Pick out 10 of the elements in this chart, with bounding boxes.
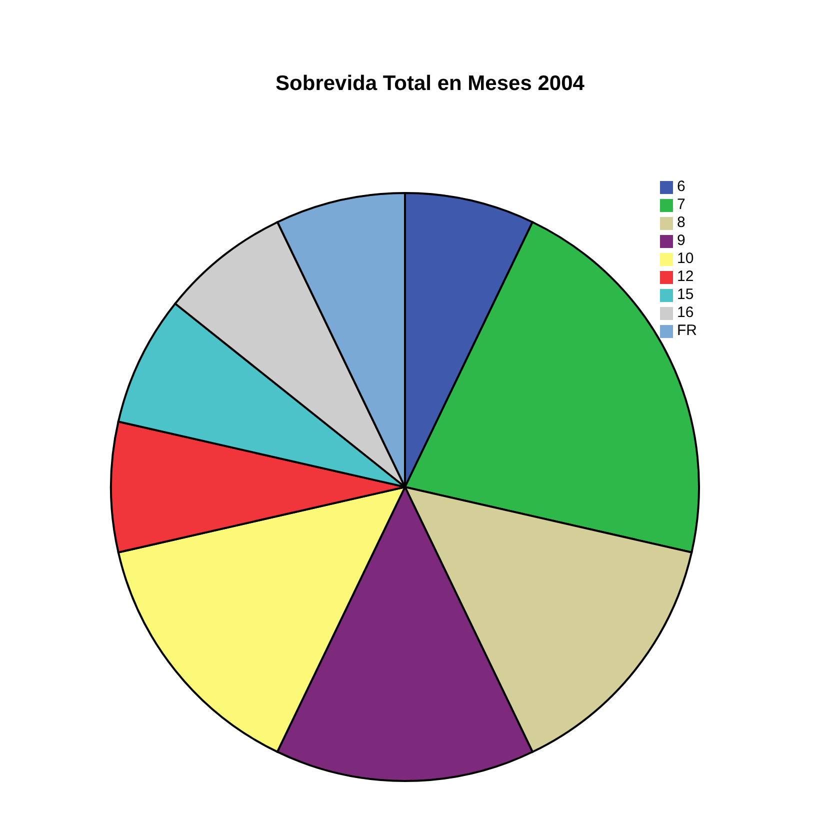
chart-title: Sobrevida Total en Meses 2004 <box>274 72 586 96</box>
legend-label: 12 <box>677 268 694 285</box>
legend-label: 6 <box>677 178 686 195</box>
legend-label: 15 <box>677 286 694 303</box>
legend-label: FR <box>677 322 697 339</box>
legend-label: 10 <box>677 250 694 267</box>
legend-label: 16 <box>677 304 694 321</box>
legend-label: 8 <box>677 214 686 231</box>
legend-label: 9 <box>677 232 686 249</box>
legend-label: 7 <box>677 196 686 213</box>
